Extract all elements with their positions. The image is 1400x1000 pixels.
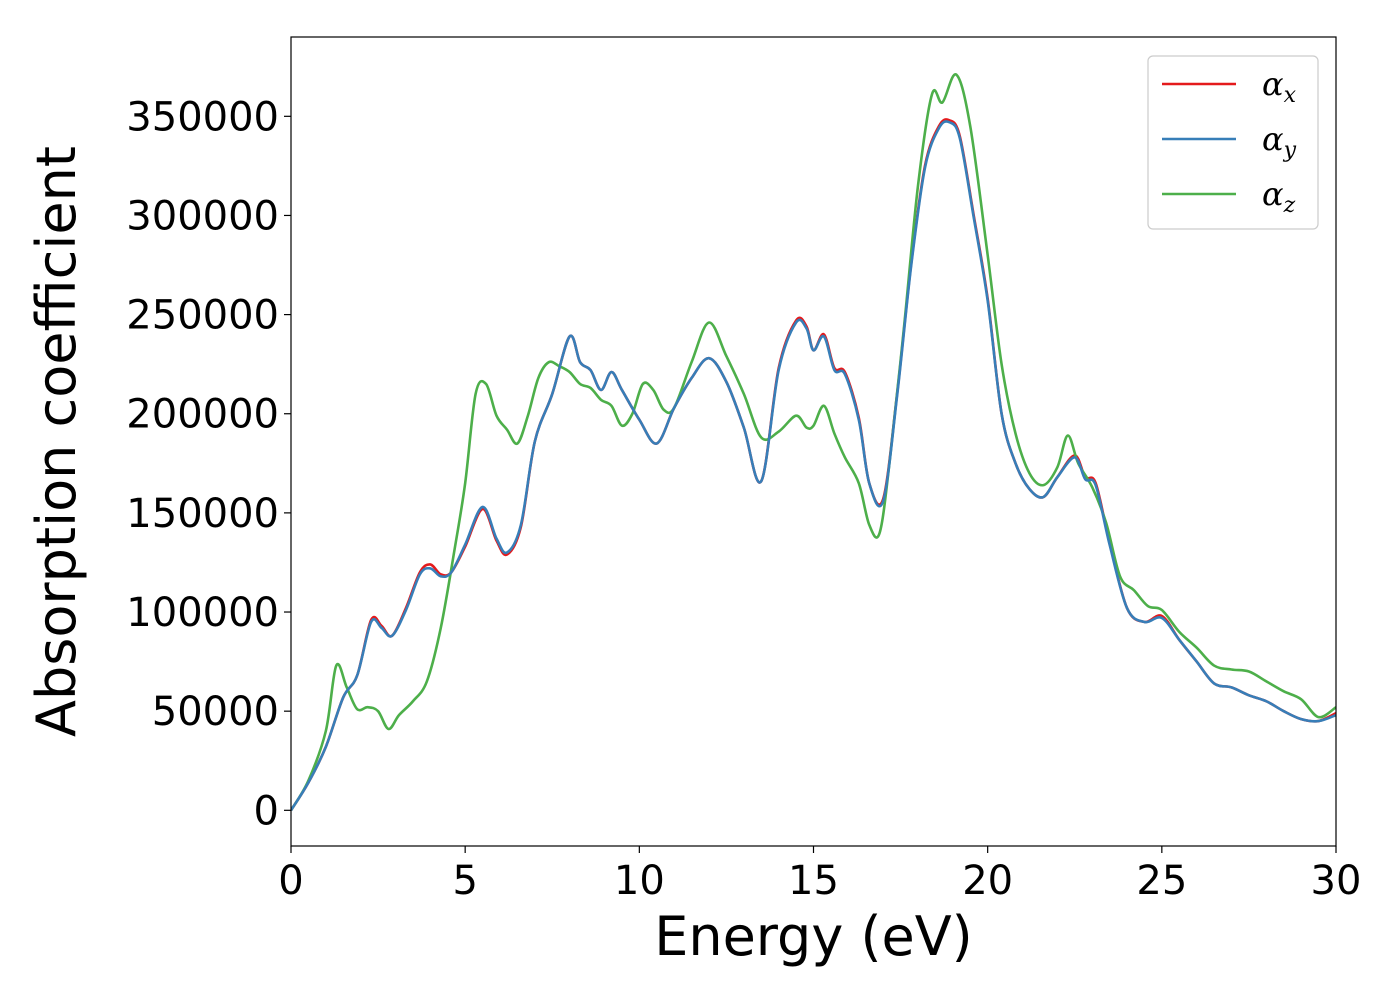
x-axis-label: Energy (eV) [654, 905, 973, 968]
legend-label: αz [1262, 175, 1296, 218]
y-tick-label: 100000 [126, 590, 279, 636]
legend-entry: αy [1162, 120, 1297, 163]
x-tick-label: 20 [962, 858, 1013, 904]
legend-entry: αx [1162, 65, 1297, 108]
series-layer [291, 73, 1336, 812]
x-tick-label: 30 [1311, 858, 1362, 904]
legend-box [1147, 55, 1319, 230]
legend-label: αx [1262, 65, 1297, 108]
legend-entry: αz [1162, 175, 1296, 218]
legend-label: αy [1262, 120, 1297, 163]
series-line-ay [291, 120, 1336, 812]
y-axis-label: Absorption coefficient [25, 146, 88, 737]
y-tick-label: 300000 [126, 193, 279, 239]
x-tick-label: 0 [278, 858, 303, 904]
y-tick-label: 150000 [126, 491, 279, 537]
x-tick-label: 10 [614, 858, 665, 904]
y-tick-label: 200000 [126, 392, 279, 438]
x-axis-ticks: 0 5 10 15 20 25 30 [278, 846, 1361, 904]
y-tick-label: 350000 [126, 94, 279, 140]
x-tick-label: 25 [1136, 858, 1187, 904]
y-tick-label: 0 [254, 788, 279, 834]
y-axis-ticks: 0 50000 100000 150000 200000 250000 300000 3500… [126, 94, 291, 834]
legend-items: αx αy αz [1162, 65, 1297, 218]
legend: αx αy αz [1147, 55, 1319, 230]
series-line-az [291, 73, 1336, 811]
y-tick-label: 50000 [152, 689, 279, 735]
x-tick-label: 5 [452, 858, 477, 904]
x-tick-label: 15 [788, 858, 839, 904]
y-tick-label: 250000 [126, 293, 279, 339]
